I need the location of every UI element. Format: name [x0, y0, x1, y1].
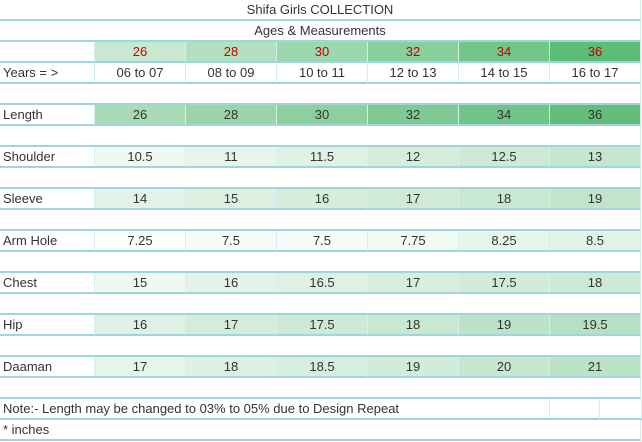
measurement: 19.5	[550, 315, 641, 336]
size-header: 26	[95, 42, 186, 63]
measurement: 17.5	[459, 273, 550, 294]
measurement: 7.5	[277, 231, 368, 252]
measurement: 12.5	[459, 147, 550, 168]
measurement: 19	[459, 315, 550, 336]
measurement: 8.25	[459, 231, 550, 252]
blank	[0, 378, 641, 399]
years: 08 to 09	[186, 63, 277, 84]
measurement: 19	[368, 357, 459, 378]
measurement: 11.5	[277, 147, 368, 168]
measurement: 7.25	[95, 231, 186, 252]
measurement: 18.5	[277, 357, 368, 378]
size-header: 36	[550, 42, 641, 63]
title: Shifa Girls COLLECTION	[0, 0, 641, 21]
measurement: 18	[186, 357, 277, 378]
measurement: 17	[186, 315, 277, 336]
row-label: Chest	[0, 273, 95, 294]
measurement: 15	[95, 273, 186, 294]
blank	[0, 294, 641, 315]
size-header: 30	[277, 42, 368, 63]
measurement: 20	[459, 357, 550, 378]
measurement: 16	[95, 315, 186, 336]
measurement: 16	[186, 273, 277, 294]
years: 06 to 07	[95, 63, 186, 84]
blank	[0, 168, 641, 189]
row-label: Daaman	[0, 357, 95, 378]
measurement: 15	[186, 189, 277, 210]
measurement: 26	[95, 105, 186, 126]
measurement: 18	[459, 189, 550, 210]
measurement: 18	[550, 273, 641, 294]
blank	[550, 399, 600, 420]
years: 16 to 17	[550, 63, 641, 84]
measurement: 16.5	[277, 273, 368, 294]
measurement: 7.75	[368, 231, 459, 252]
years: 10 to 11	[277, 63, 368, 84]
size-header: 28	[186, 42, 277, 63]
footnote: * inches	[0, 420, 641, 441]
measurement: 36	[550, 105, 641, 126]
row-label: Hip	[0, 315, 95, 336]
blank	[0, 210, 641, 231]
blank	[0, 84, 641, 105]
measurement: 21	[550, 357, 641, 378]
size-header: 34	[459, 42, 550, 63]
years: 14 to 15	[459, 63, 550, 84]
measurement: 32	[368, 105, 459, 126]
measurement: 19	[550, 189, 641, 210]
subtitle: Ages & Measurements	[0, 21, 641, 42]
row-label: Sleeve	[0, 189, 95, 210]
measurement: 17.5	[277, 315, 368, 336]
measurement: 17	[368, 273, 459, 294]
blank	[0, 126, 641, 147]
measurement: 11	[186, 147, 277, 168]
measurement: 28	[186, 105, 277, 126]
measurement: 17	[95, 357, 186, 378]
blank	[0, 42, 95, 63]
measurement: 16	[277, 189, 368, 210]
row-label: Arm Hole	[0, 231, 95, 252]
blank	[0, 252, 641, 273]
measurement: 8.5	[550, 231, 641, 252]
measurement: 13	[550, 147, 641, 168]
measurement: 18	[368, 315, 459, 336]
row-label: Shoulder	[0, 147, 95, 168]
size-header: 32	[368, 42, 459, 63]
measurement: 34	[459, 105, 550, 126]
row-label: Years = >	[0, 63, 95, 84]
measurement: 7.5	[186, 231, 277, 252]
measurement: 10.5	[95, 147, 186, 168]
note: Note:- Length may be changed to 03% to 0…	[0, 399, 550, 420]
blank	[0, 336, 641, 357]
blank	[600, 399, 642, 420]
row-label: Length	[0, 105, 95, 126]
measurement: 17	[368, 189, 459, 210]
years: 12 to 13	[368, 63, 459, 84]
measurement: 14	[95, 189, 186, 210]
measurement: 30	[277, 105, 368, 126]
measurement: 12	[368, 147, 459, 168]
